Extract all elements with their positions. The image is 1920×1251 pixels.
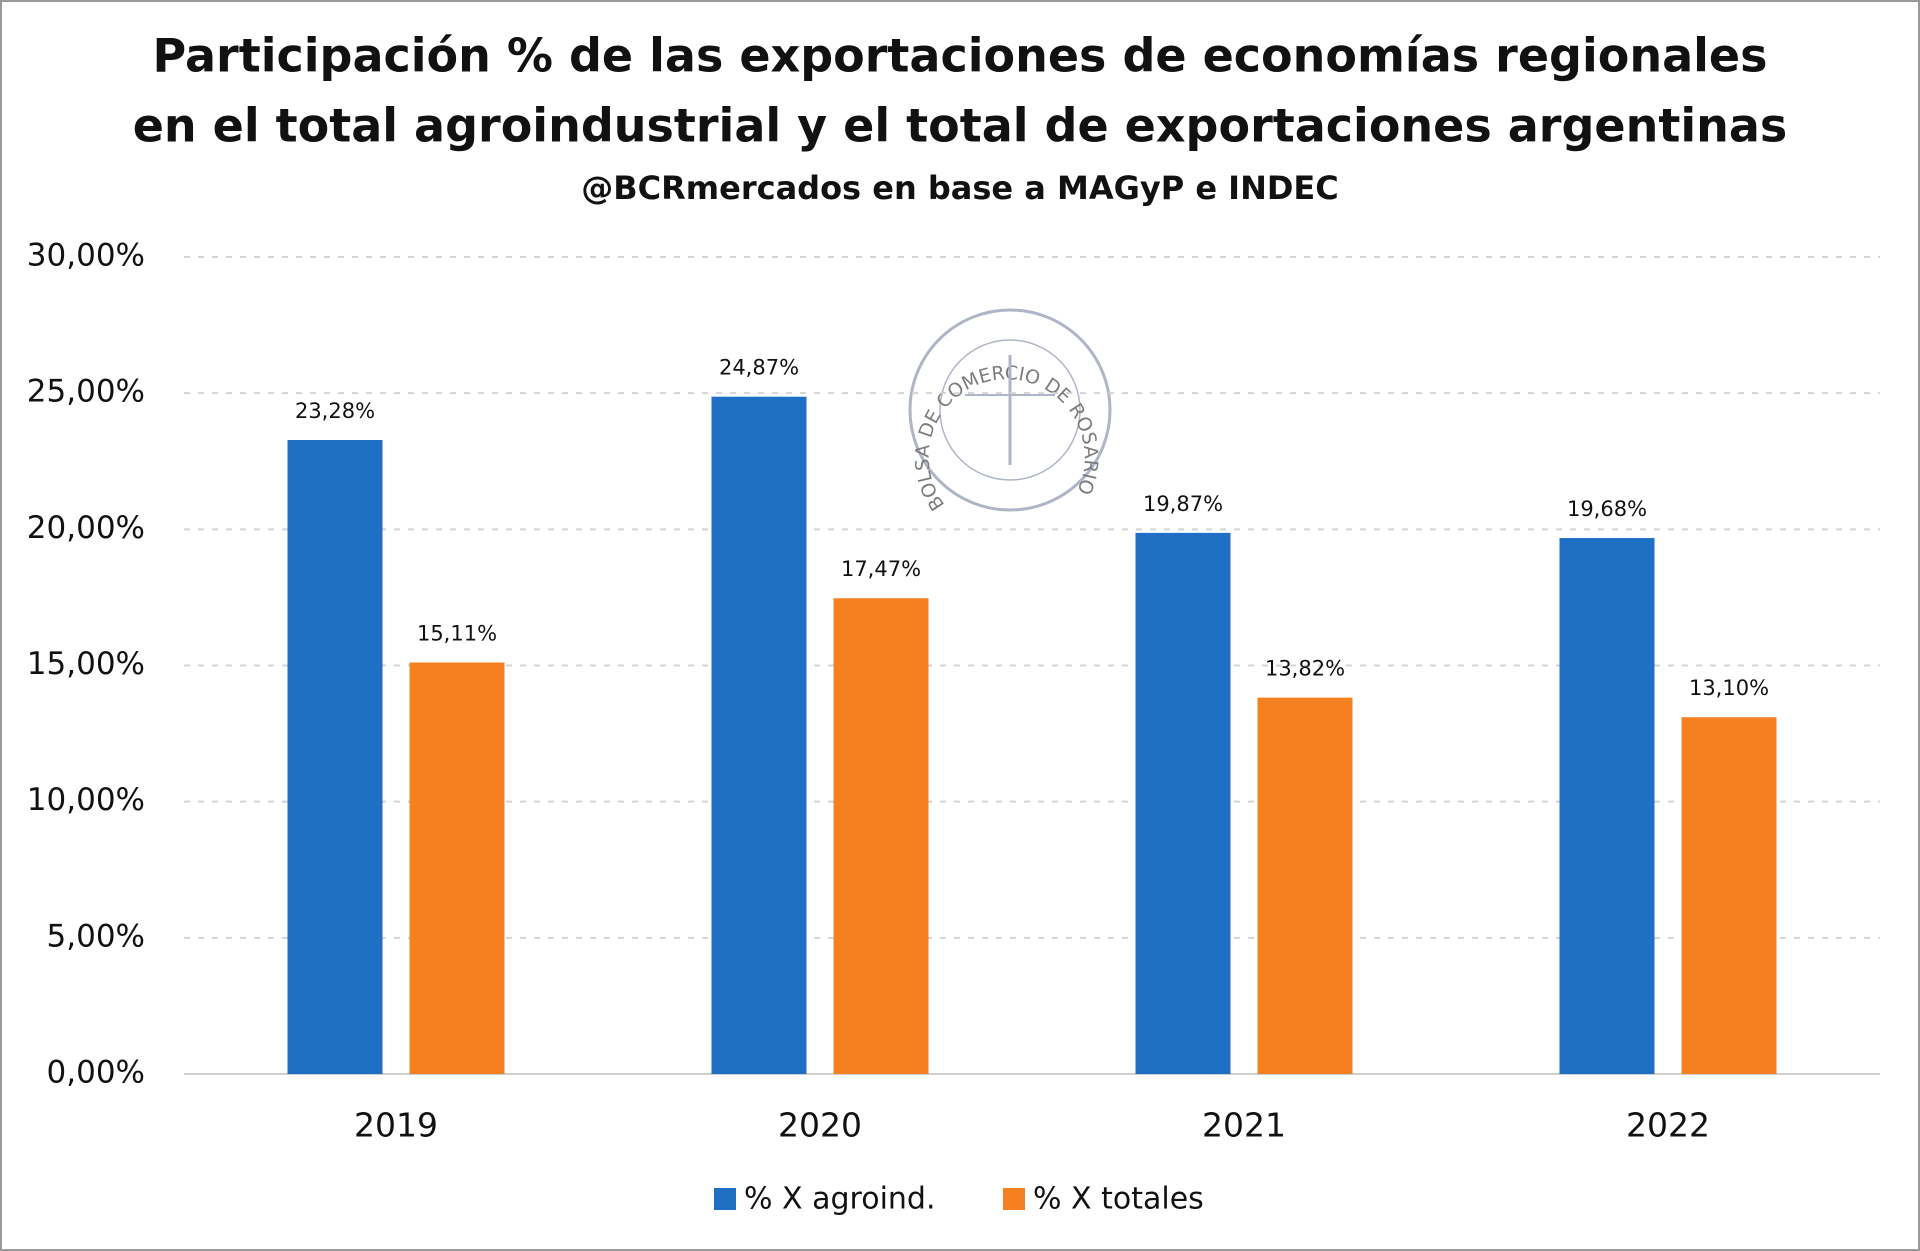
value-label: 23,28%: [295, 399, 375, 423]
value-label: 17,47%: [841, 557, 921, 581]
x-tick-label: 2022: [1626, 1106, 1710, 1145]
bar: [1135, 532, 1231, 1074]
x-tick-label: 2021: [1202, 1106, 1286, 1145]
chart-title: en el total agroindustrial y el total de…: [133, 99, 1788, 153]
bar: [833, 598, 929, 1074]
value-label: 15,11%: [417, 622, 497, 646]
value-label: 13,82%: [1265, 657, 1345, 681]
y-tick-label: 10,00%: [27, 782, 145, 818]
y-tick-label: 0,00%: [47, 1055, 145, 1091]
chart-title: Participación % de las exportaciones de …: [153, 29, 1768, 83]
y-tick-label: 20,00%: [27, 510, 145, 546]
bar: [409, 662, 505, 1074]
y-tick-label: 25,00%: [27, 374, 145, 410]
bar: [1681, 717, 1777, 1074]
legend-label: % X agroind.: [744, 1182, 936, 1217]
seal-ring: [939, 339, 1081, 481]
legend-swatch: [1003, 1188, 1025, 1210]
x-tick-label: 2020: [778, 1106, 862, 1145]
value-label: 19,87%: [1143, 492, 1223, 516]
value-label: 13,10%: [1689, 676, 1769, 700]
value-label: 24,87%: [719, 356, 799, 380]
bar: [1257, 697, 1353, 1074]
y-tick-label: 5,00%: [47, 918, 145, 954]
seal-ring: [908, 308, 1112, 512]
y-tick-label: 15,00%: [27, 646, 145, 682]
legend-swatch: [714, 1188, 736, 1210]
chart-subtitle: @BCRmercados en base a MAGyP e INDEC: [581, 169, 1339, 207]
bar: [1559, 538, 1655, 1074]
bar: [287, 440, 383, 1074]
bar: [711, 396, 807, 1074]
value-label: 19,68%: [1567, 497, 1647, 521]
legend-label: % X totales: [1033, 1182, 1204, 1217]
x-tick-label: 2019: [354, 1106, 438, 1145]
y-tick-label: 30,00%: [27, 238, 145, 274]
